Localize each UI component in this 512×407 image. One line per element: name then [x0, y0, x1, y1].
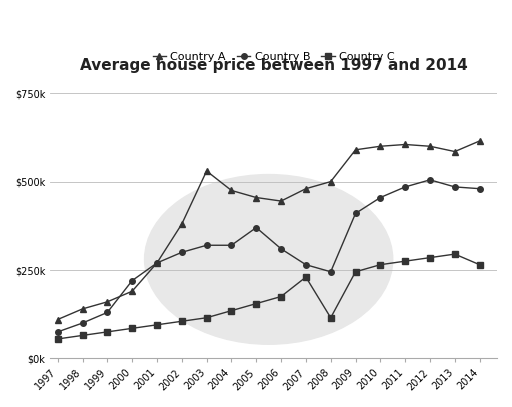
Country A — [204, 168, 210, 173]
Country B — [228, 243, 234, 248]
Country B — [104, 310, 111, 315]
Country A — [477, 138, 483, 143]
Country B — [402, 184, 408, 189]
Country B — [253, 225, 259, 230]
Country C — [352, 269, 358, 274]
Line: Country A: Country A — [55, 138, 482, 322]
Country C — [204, 315, 210, 320]
Country C — [427, 255, 433, 260]
Country C — [228, 308, 234, 313]
Country A — [79, 306, 86, 311]
Country A — [402, 142, 408, 147]
Country B — [154, 260, 160, 265]
Country B — [427, 177, 433, 182]
Country C — [253, 301, 259, 306]
Country B — [352, 211, 358, 216]
Country B — [79, 321, 86, 326]
Country C — [278, 294, 284, 299]
Country C — [328, 315, 334, 320]
Country B — [55, 329, 61, 334]
Country C — [303, 275, 309, 280]
Country B — [328, 269, 334, 274]
Country C — [154, 322, 160, 327]
Country B — [377, 195, 383, 200]
Country B — [179, 250, 185, 255]
Country B — [129, 278, 135, 283]
Country A — [228, 188, 234, 193]
Line: Country B: Country B — [55, 177, 482, 335]
Line: Country C: Country C — [55, 251, 482, 342]
Country A — [129, 289, 135, 294]
Country C — [452, 252, 458, 256]
Country B — [452, 184, 458, 189]
Country A — [55, 317, 61, 322]
Country A — [303, 186, 309, 191]
Country C — [179, 319, 185, 324]
Country A — [377, 144, 383, 149]
Country A — [328, 179, 334, 184]
Country A — [352, 147, 358, 152]
Country A — [427, 144, 433, 149]
Ellipse shape — [144, 175, 393, 344]
Country B — [303, 262, 309, 267]
Legend: Country A, Country B, Country C: Country A, Country B, Country C — [148, 47, 399, 66]
Country A — [253, 195, 259, 200]
Country C — [377, 262, 383, 267]
Country C — [104, 329, 111, 334]
Country A — [154, 260, 160, 265]
Country A — [104, 300, 111, 304]
Country B — [204, 243, 210, 248]
Country B — [278, 246, 284, 251]
Title: Average house price between 1997 and 2014: Average house price between 1997 and 201… — [80, 58, 467, 73]
Country B — [477, 186, 483, 191]
Country C — [129, 326, 135, 331]
Country A — [452, 149, 458, 154]
Country C — [402, 259, 408, 264]
Country C — [477, 262, 483, 267]
Country C — [79, 333, 86, 338]
Country A — [278, 199, 284, 204]
Country A — [179, 221, 185, 226]
Country C — [55, 337, 61, 341]
